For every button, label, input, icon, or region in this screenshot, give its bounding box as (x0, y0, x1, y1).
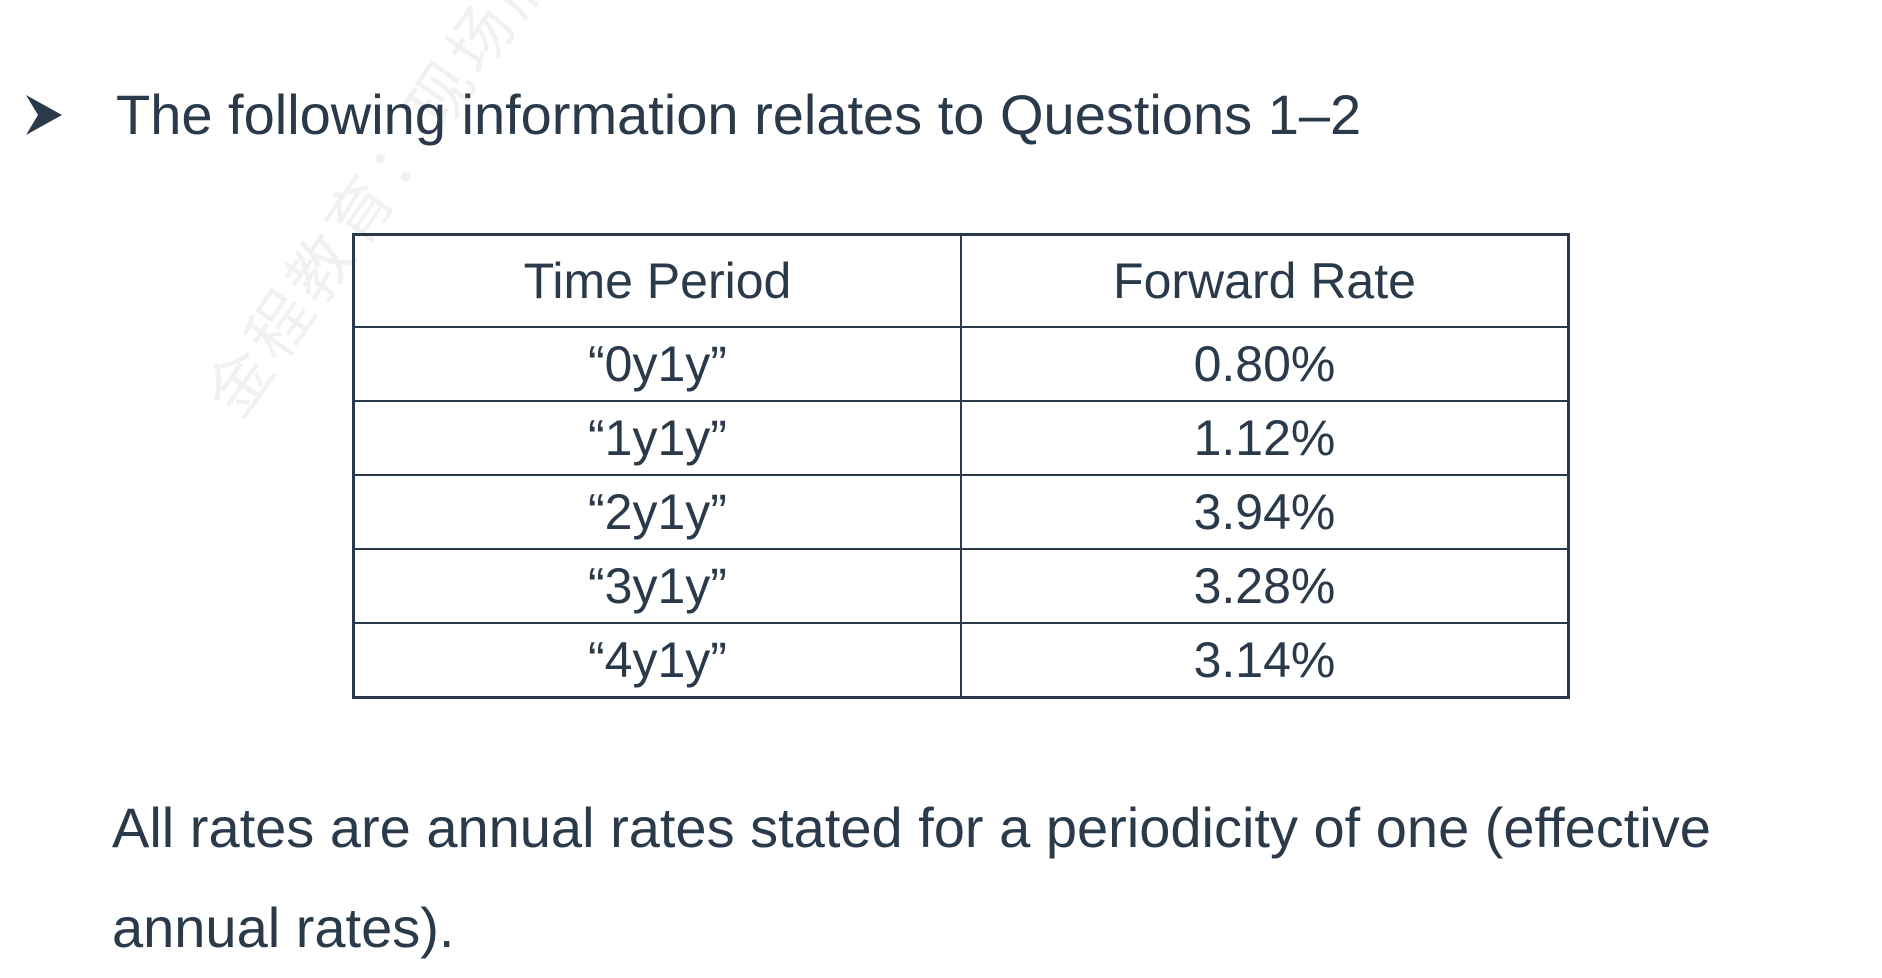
table-row: “2y1y” 3.94% (352, 474, 1570, 550)
forward-rate-cell: 3.94% (960, 474, 1570, 550)
table-row: “3y1y” 3.28% (352, 548, 1570, 624)
forward-rate-cell: 3.14% (960, 622, 1570, 699)
time-period-cell: “0y1y” (352, 326, 962, 402)
forward-rate-cell: 1.12% (960, 400, 1570, 476)
time-period-cell: “3y1y” (352, 548, 962, 624)
rates-note: All rates are annual rates stated for a … (112, 796, 1711, 959)
time-period-cell: “1y1y” (352, 400, 962, 476)
column-header-forward-rate: Forward Rate (960, 233, 1570, 328)
time-period-cell: “2y1y” (352, 474, 962, 550)
table-header-row: Time Period Forward Rate (352, 233, 1570, 328)
heading-text: The following information relates to Que… (116, 83, 1362, 146)
column-header-time-period: Time Period (352, 233, 962, 328)
forward-rate-cell: 3.28% (960, 548, 1570, 624)
forward-rate-cell: 0.80% (960, 326, 1570, 402)
heading: The following information relates to Que… (24, 80, 1361, 150)
table-row: “1y1y” 1.12% (352, 400, 1570, 476)
table-row: “0y1y” 0.80% (352, 326, 1570, 402)
table-row: “4y1y” 3.14% (352, 622, 1570, 699)
time-period-cell: “4y1y” (352, 622, 962, 699)
arrowhead-bullet-icon (24, 92, 64, 138)
forward-rate-table: Time Period Forward Rate “0y1y” 0.80% “1… (352, 233, 1570, 699)
